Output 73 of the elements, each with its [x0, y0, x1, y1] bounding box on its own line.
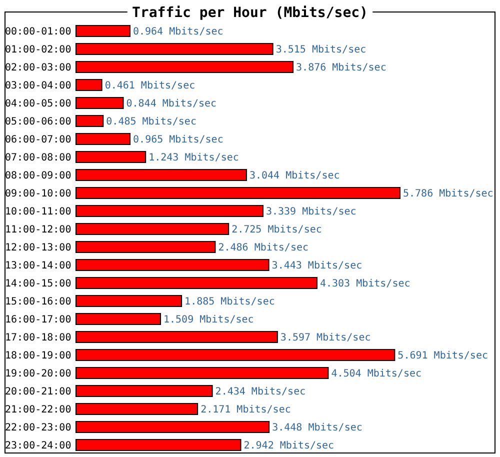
data-label: 3.515 Mbits/sec	[276, 44, 366, 56]
data-label: 3.044 Mbits/sec	[249, 170, 340, 182]
bar	[76, 205, 264, 217]
data-label: 0.844 Mbits/sec	[126, 98, 217, 110]
bar	[76, 241, 216, 253]
bar	[76, 331, 278, 343]
y-tick-label: 04:00-05:00	[5, 98, 72, 110]
data-label: 2.486 Mbits/sec	[218, 242, 309, 254]
data-label: 3.448 Mbits/sec	[272, 422, 362, 434]
bar	[76, 97, 124, 109]
y-tick-label: 02:00-03:00	[5, 62, 72, 74]
data-label: 2.434 Mbits/sec	[215, 386, 306, 398]
data-label: 1.243 Mbits/sec	[148, 152, 239, 164]
bar	[76, 223, 230, 235]
bar	[76, 187, 400, 199]
data-label: 1.885 Mbits/sec	[184, 296, 275, 308]
data-label: 3.339 Mbits/sec	[266, 206, 356, 218]
data-label: 5.786 Mbits/sec	[403, 188, 494, 200]
bar	[76, 133, 131, 145]
bar	[76, 61, 294, 73]
data-label: 0.485 Mbits/sec	[106, 116, 196, 128]
y-tick-label: 08:00-09:00	[5, 170, 72, 182]
y-tick-label: 07:00-08:00	[5, 152, 72, 164]
y-tick-label: 00:00-01:00	[5, 26, 72, 38]
bar	[76, 385, 213, 397]
y-tick-label: 17:00-18:00	[5, 332, 72, 344]
bar	[76, 349, 396, 361]
data-label: 0.964 Mbits/sec	[132, 26, 224, 38]
chart-title: Traffic per Hour (Mbits/sec)	[132, 4, 368, 21]
y-tick-label: 21:00-22:00	[5, 404, 72, 416]
y-tick-label: 14:00-15:00	[5, 278, 72, 290]
data-label: 4.303 Mbits/sec	[320, 278, 410, 290]
y-tick-label: 16:00-17:00	[5, 314, 72, 326]
bar	[76, 25, 130, 37]
data-label: 5.691 Mbits/sec	[398, 350, 488, 362]
bar	[76, 295, 182, 307]
y-tick-label: 22:00-23:00	[5, 422, 72, 434]
data-label: 4.504 Mbits/sec	[331, 368, 422, 380]
data-label: 2.725 Mbits/sec	[232, 224, 322, 236]
bar	[76, 277, 318, 289]
data-label: 2.171 Mbits/sec	[200, 404, 291, 416]
y-tick-label: 11:00-12:00	[5, 224, 72, 236]
y-tick-label: 03:00-04:00	[5, 80, 72, 92]
data-label: 2.942 Mbits/sec	[244, 440, 334, 452]
bar	[76, 79, 102, 91]
data-label: 0.965 Mbits/sec	[133, 134, 224, 146]
y-tick-label: 23:00-24:00	[5, 440, 72, 452]
bar	[76, 439, 242, 451]
bar	[76, 259, 270, 271]
data-label: 3.876 Mbits/sec	[296, 62, 386, 74]
data-label: 3.443 Mbits/sec	[272, 260, 362, 272]
y-tick-label: 15:00-16:00	[5, 296, 72, 308]
bar	[76, 151, 146, 163]
y-tick-label: 05:00-06:00	[5, 116, 72, 128]
bar	[76, 169, 247, 181]
y-tick-label: 12:00-13:00	[5, 242, 72, 254]
y-tick-label: 19:00-20:00	[5, 368, 72, 380]
y-tick-label: 18:00-19:00	[5, 350, 72, 362]
y-tick-label: 13:00-14:00	[5, 260, 72, 272]
data-label: 1.509 Mbits/sec	[164, 314, 254, 326]
bar	[76, 43, 274, 55]
y-tick-label: 09:00-10:00	[5, 188, 72, 200]
data-label: 0.461 Mbits/sec	[104, 80, 196, 92]
bar	[76, 403, 198, 415]
data-label: 3.597 Mbits/sec	[280, 332, 371, 344]
bar	[76, 367, 329, 379]
y-tick-label: 10:00-11:00	[5, 206, 72, 218]
bar	[76, 115, 104, 127]
y-tick-label: 06:00-07:00	[5, 134, 72, 146]
y-tick-label: 20:00-21:00	[5, 386, 72, 398]
bar	[76, 421, 270, 433]
y-tick-label: 01:00-02:00	[5, 44, 72, 56]
bar	[76, 313, 161, 325]
